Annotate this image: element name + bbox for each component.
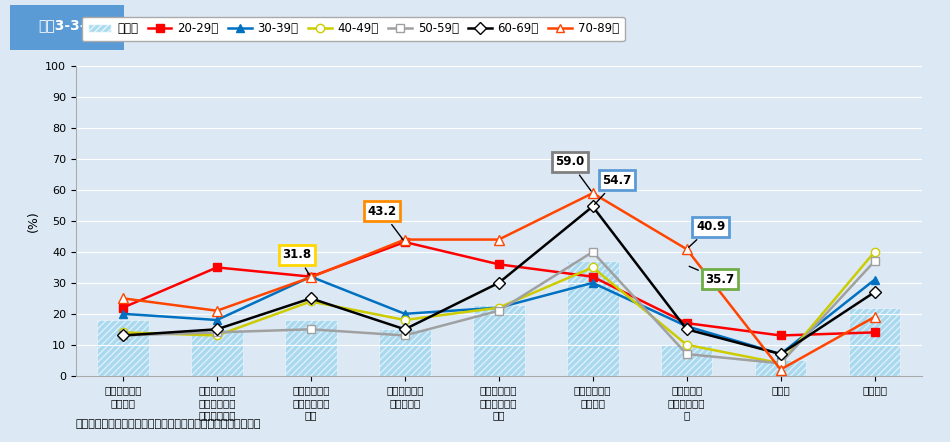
Bar bbox=[191, 329, 243, 376]
FancyBboxPatch shape bbox=[10, 5, 124, 50]
Text: 31.8: 31.8 bbox=[283, 248, 312, 275]
Bar bbox=[285, 320, 336, 376]
Text: 54.7: 54.7 bbox=[595, 174, 632, 204]
Text: 社会参加活動をしていて良かったこと: 社会参加活動をしていて良かったこと bbox=[142, 16, 325, 34]
Bar bbox=[661, 345, 712, 376]
Legend: 全　体, 20-29歳, 30-39歳, 40-49歳, 50-59歳, 60-69歳, 70-89歳: 全 体, 20-29歳, 30-39歳, 40-49歳, 50-59歳, 60-… bbox=[82, 16, 625, 41]
Bar bbox=[567, 261, 618, 376]
Y-axis label: (%): (%) bbox=[27, 210, 40, 232]
Bar bbox=[754, 360, 807, 376]
Text: 40.9: 40.9 bbox=[689, 220, 725, 247]
Text: 59.0: 59.0 bbox=[555, 155, 591, 191]
Bar bbox=[97, 320, 149, 376]
Text: 資料：厚生労働省「令和４年度少子高齢社会等調査検討事業」: 資料：厚生労働省「令和４年度少子高齢社会等調査検討事業」 bbox=[76, 419, 261, 429]
Bar bbox=[848, 308, 901, 376]
Bar bbox=[379, 329, 430, 376]
Text: 43.2: 43.2 bbox=[368, 205, 403, 240]
Text: 35.7: 35.7 bbox=[689, 267, 734, 286]
Text: 図表3-3-3: 図表3-3-3 bbox=[38, 19, 95, 32]
Bar bbox=[473, 305, 524, 376]
